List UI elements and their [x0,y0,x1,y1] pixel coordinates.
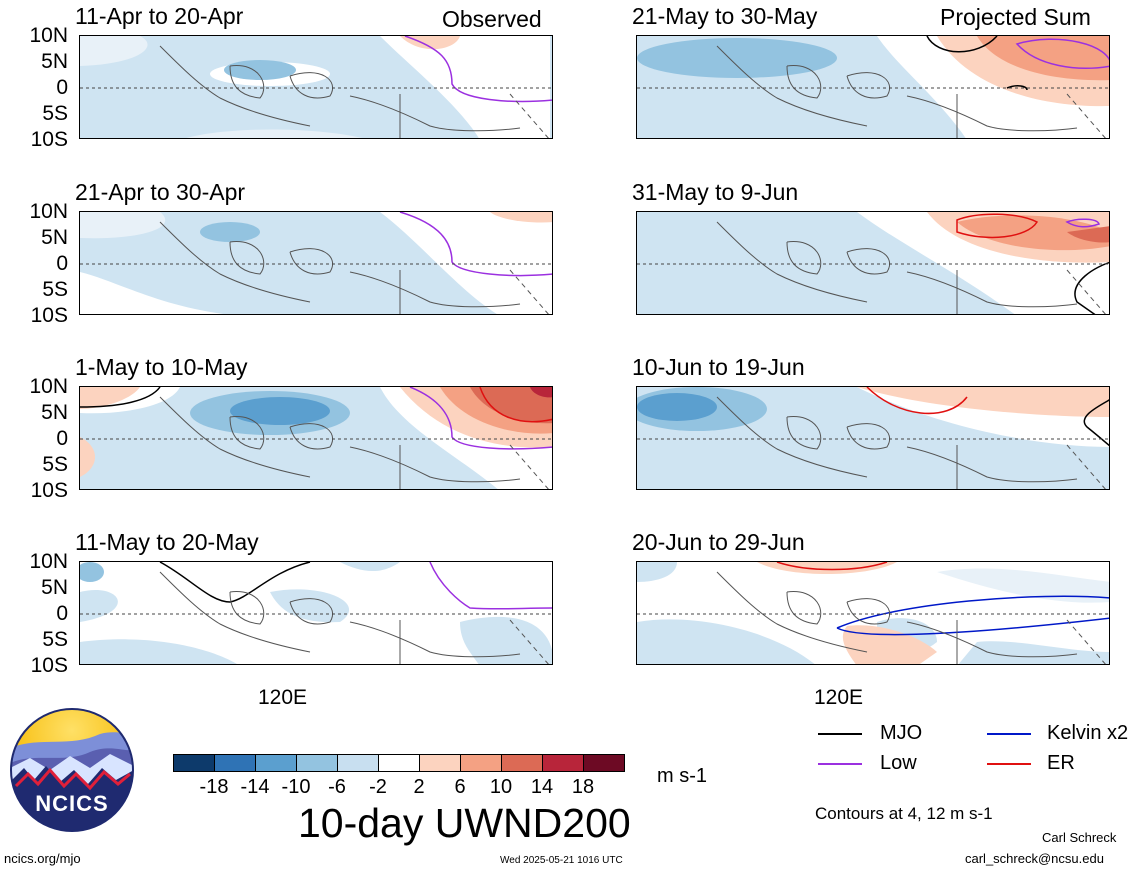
lat-label: 5S [42,453,68,476]
lat-label: 5N [41,401,68,424]
colorbar-box [419,754,461,772]
footer-author: Carl Schreck [1042,830,1117,845]
colorbar-tick-label: 10 [489,776,513,798]
colorbar-box [460,754,502,772]
map-proj-1 [636,35,1110,139]
lat-label: 10N [29,550,68,573]
lat-label: 5S [42,278,68,301]
colorbar-box [501,754,543,772]
colorbar-box [378,754,420,772]
lat-label: 10S [30,304,68,327]
lat-label: 5N [41,576,68,599]
lon-label-left: 120E [258,686,308,709]
obs-panel-1-title: 11-Apr to 20-Apr [75,3,244,29]
map-obs-4 [79,561,553,665]
map-proj-4 [636,561,1110,665]
colorbar-box [542,754,584,772]
lat-label: 0 [56,252,68,275]
legend-kelvin-label: Kelvin x2 [1047,722,1129,744]
lon-label-right: 120E [814,686,864,709]
legend-mjo-line [818,733,862,735]
obs-panel-3-title: 1-May to 10-May [75,354,248,380]
colorbar-tick-label: -18 [199,776,229,798]
lat-label: 5S [42,102,68,125]
colorbar-box [173,754,215,772]
lat-label: 10N [29,24,68,47]
lat-label: 5S [42,628,68,651]
colorbar-tick-label: 2 [413,776,425,798]
legend-low-line [818,763,862,765]
colorbar-tick-label: -6 [328,776,346,798]
lat-label: 10S [30,654,68,677]
observed-header: Observed [442,6,542,32]
footer-timestamp: Wed 2025-05-21 1016 UTC [500,855,623,866]
lat-label: 0 [56,602,68,625]
ncics-logo: NCICS [10,708,134,832]
colorbar-box [255,754,297,772]
map-obs-1 [79,35,553,139]
colorbar-tick-label: -14 [240,776,270,798]
lat-label: 10S [30,479,68,502]
map-obs-3 [79,386,553,490]
legend-kelvin-line [987,733,1031,735]
legend-er-line [987,763,1031,765]
footer-email: carl_schreck@ncsu.edu [965,851,1104,866]
proj-panel-3-title: 10-Jun to 19-Jun [632,354,805,380]
colorbar-box [296,754,338,772]
colorbar-tick-label: -2 [369,776,387,798]
projected-header: Projected Sum [940,4,1091,30]
colorbar-box [337,754,379,772]
colorbar-tick-label: 6 [454,776,466,798]
map-obs-2 [79,211,553,315]
colorbar-box [214,754,256,772]
lat-label: 0 [56,427,68,450]
colorbar-tick-label: 14 [530,776,554,798]
proj-panel-4-title: 20-Jun to 29-Jun [632,529,805,555]
lat-label: 5N [41,226,68,249]
obs-panel-4-title: 11-May to 20-May [75,529,259,555]
lat-label: 10N [29,200,68,223]
contours-note: Contours at 4, 12 m s-1 [815,804,993,823]
legend-low-label: Low [880,752,917,774]
coastline [159,45,549,138]
footer-url: ncics.org/mjo [4,851,81,866]
proj-panel-2-title: 31-May to 9-Jun [632,179,799,205]
variable-title: 10-day UWND200 [298,800,631,846]
colorbar-tick-label: 18 [571,776,595,798]
legend-mjo-label: MJO [880,722,923,744]
colorbar-tick-label: -10 [281,776,311,798]
lat-label: 10N [29,375,68,398]
lat-label: 10S [30,128,68,151]
proj-panel-1-title: 21-May to 30-May [632,3,818,29]
map-proj-2 [636,211,1110,315]
lat-label: 0 [56,76,68,99]
ncics-logo-text: NCICS [35,791,109,816]
obs-panel-2-title: 21-Apr to 30-Apr [75,179,246,205]
map-proj-3 [636,386,1110,490]
legend-er-label: ER [1047,752,1075,774]
colorbar-box [583,754,625,772]
units-label: m s-1 [657,765,707,787]
lat-label: 5N [41,50,68,73]
